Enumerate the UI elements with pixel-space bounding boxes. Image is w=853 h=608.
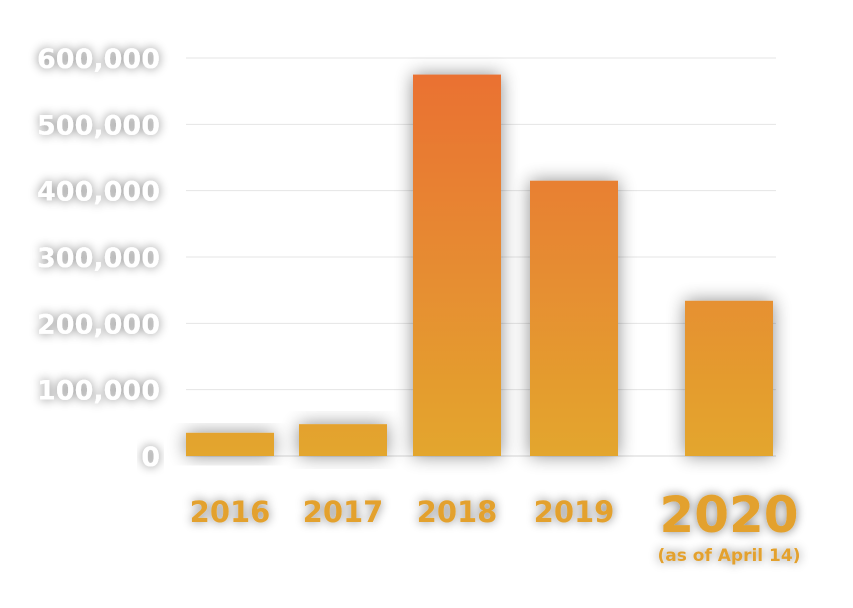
y-tick-label: 600,000 <box>37 44 160 75</box>
y-axis-tick-labels: 0 100,000 200,000 300,000 400,000 500,000 600,… <box>37 44 160 473</box>
x-category-note: (as of April 14) <box>658 546 801 566</box>
y-tick-label: 400,000 <box>37 177 160 208</box>
bar-2017 <box>299 424 387 456</box>
x-axis-category-labels: 2016 2017 2018 2019 2020(as of April 14) <box>190 486 801 566</box>
x-category-label: 2017 <box>303 495 384 529</box>
bars <box>186 74 773 456</box>
y-tick-label: 0 <box>141 442 160 473</box>
x-category-label: 2020 <box>659 486 798 544</box>
bar-2018 <box>413 74 501 456</box>
y-tick-label: 200,000 <box>37 309 160 340</box>
bar-2020 <box>685 300 773 456</box>
x-category-label: 2016 <box>190 495 271 529</box>
y-tick-label: 500,000 <box>37 110 160 141</box>
y-tick-label: 300,000 <box>37 243 160 274</box>
bar-2016 <box>186 432 274 456</box>
x-category-label: 2018 <box>417 495 498 529</box>
bar-2019 <box>530 180 618 456</box>
y-tick-label: 100,000 <box>37 376 160 407</box>
x-category-label: 2019 <box>534 495 615 529</box>
